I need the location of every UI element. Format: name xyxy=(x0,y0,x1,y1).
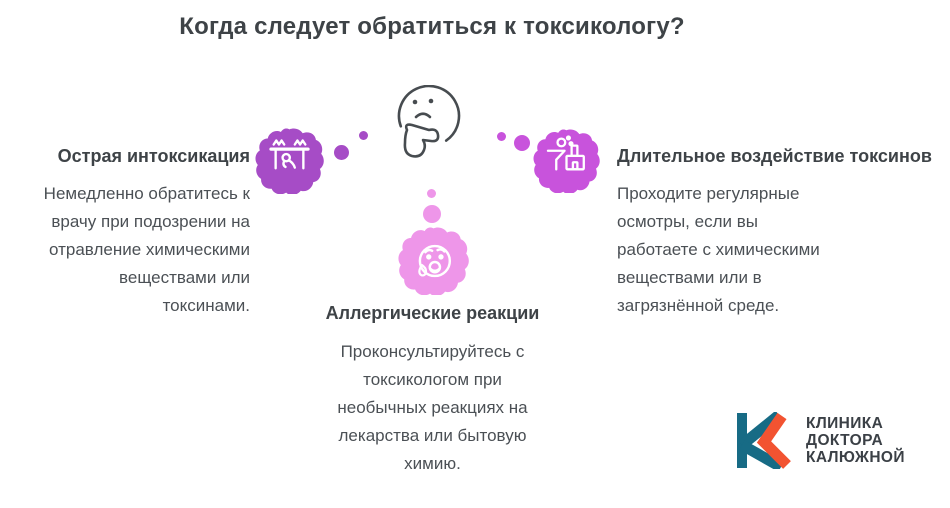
acute-body: Немедленно обратитесь к врачу при подозр… xyxy=(43,184,250,315)
connector-dot xyxy=(334,145,349,160)
section-allergic-reactions: Аллергические реакции Проконсультируйтес… xyxy=(312,303,553,478)
toxic-waste-table-icon xyxy=(255,128,324,194)
section-chronic-exposure: Длительное воздействие токсинов Проходит… xyxy=(617,146,932,320)
chronic-body: Проходите регулярные осмотры, если вы ра… xyxy=(617,184,820,315)
logo-line: ДОКТОРА xyxy=(806,432,884,449)
clinic-logo-text: КЛИНИКА ДОКТОРА КАЛЮЖНОЙ xyxy=(806,415,905,466)
connector-dot xyxy=(514,135,530,151)
acute-heading: Острая интоксикация xyxy=(57,146,250,166)
connector-dot xyxy=(359,131,368,140)
clinic-logo: КЛИНИКА ДОКТОРА КАЛЮЖНОЙ xyxy=(736,412,905,469)
section-acute-intoxication: Острая интоксикация Немедленно обратитес… xyxy=(4,146,250,320)
logo-line: КЛИНИКА xyxy=(806,415,884,432)
connector-dot xyxy=(497,132,506,141)
thinking-face-icon xyxy=(397,85,461,158)
connector-dot xyxy=(427,189,436,198)
page-title: Когда следует обратиться к токсикологу? xyxy=(179,13,685,40)
chronic-heading: Длительное воздействие токсинов xyxy=(617,146,932,166)
clinic-logo-kk-icon xyxy=(737,412,791,469)
allergic-reaction-face-icon xyxy=(398,227,469,295)
chemical-pollution-funnel-factory-icon xyxy=(533,129,600,193)
logo-line: КАЛЮЖНОЙ xyxy=(806,449,905,466)
allergic-body: Проконсультируйтесь с токсикологом при н… xyxy=(337,342,528,473)
connector-dot xyxy=(423,205,441,223)
allergic-heading: Аллергические реакции xyxy=(325,303,540,323)
